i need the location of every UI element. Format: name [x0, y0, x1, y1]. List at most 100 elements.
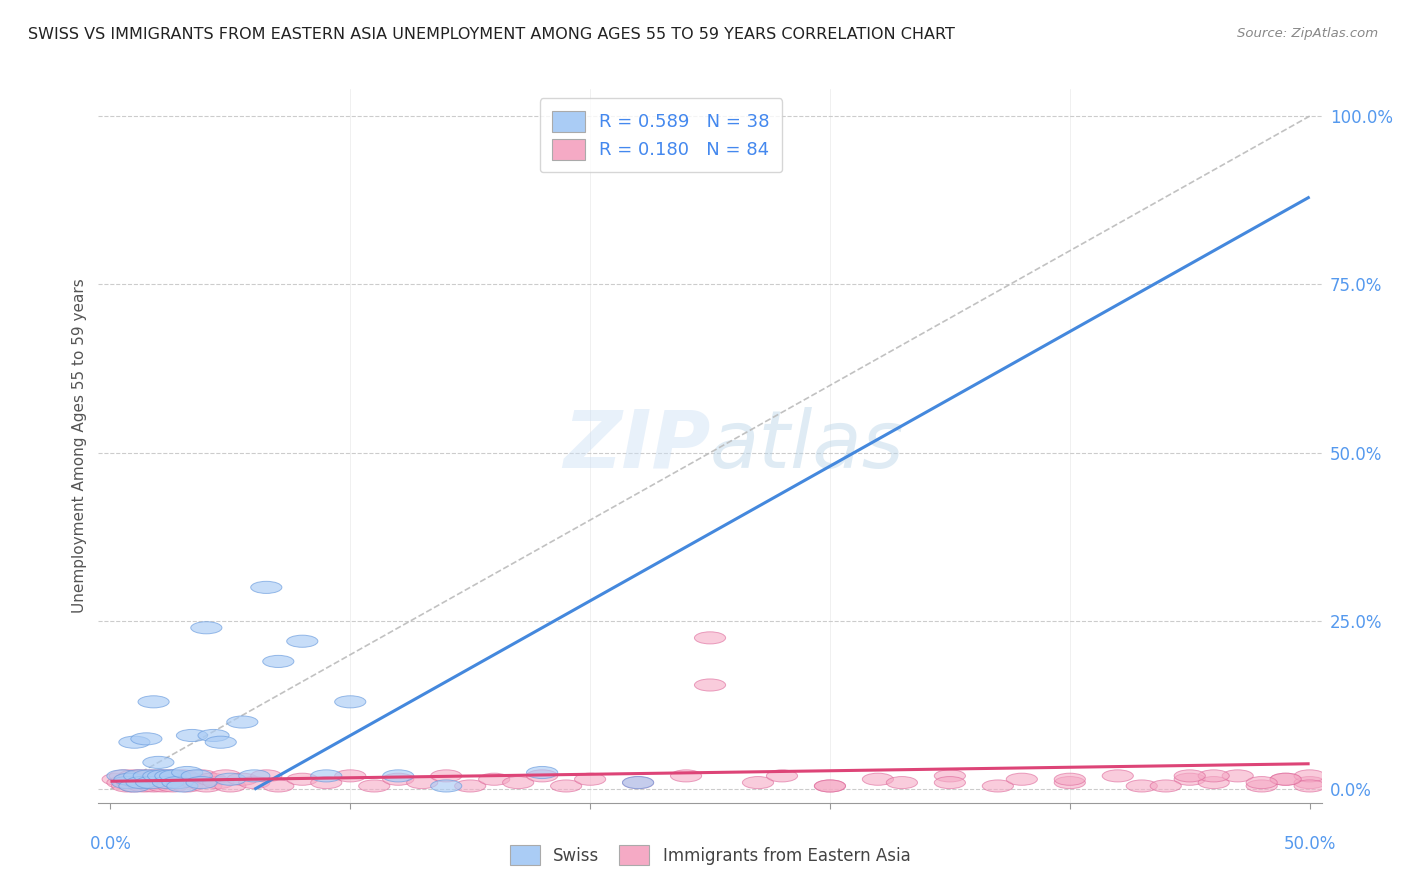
Ellipse shape	[1054, 773, 1085, 785]
Ellipse shape	[145, 770, 176, 782]
Ellipse shape	[205, 736, 236, 748]
Ellipse shape	[226, 773, 257, 785]
Ellipse shape	[195, 773, 226, 785]
Ellipse shape	[215, 773, 246, 785]
Ellipse shape	[575, 773, 606, 785]
Ellipse shape	[202, 777, 233, 789]
Ellipse shape	[120, 736, 150, 748]
Ellipse shape	[111, 780, 143, 792]
Ellipse shape	[134, 777, 165, 789]
Ellipse shape	[114, 773, 145, 785]
Ellipse shape	[239, 777, 270, 789]
Ellipse shape	[814, 780, 845, 792]
Ellipse shape	[430, 770, 461, 782]
Ellipse shape	[111, 777, 143, 789]
Ellipse shape	[250, 582, 281, 593]
Ellipse shape	[1246, 777, 1277, 789]
Ellipse shape	[157, 780, 188, 792]
Ellipse shape	[1174, 770, 1205, 782]
Text: ZIP: ZIP	[562, 407, 710, 485]
Ellipse shape	[148, 770, 179, 782]
Ellipse shape	[127, 777, 157, 789]
Ellipse shape	[478, 773, 510, 785]
Ellipse shape	[430, 780, 461, 792]
Ellipse shape	[742, 777, 773, 789]
Ellipse shape	[250, 770, 281, 782]
Ellipse shape	[181, 777, 212, 789]
Ellipse shape	[120, 770, 150, 782]
Text: SWISS VS IMMIGRANTS FROM EASTERN ASIA UNEMPLOYMENT AMONG AGES 55 TO 59 YEARS COR: SWISS VS IMMIGRANTS FROM EASTERN ASIA UN…	[28, 27, 955, 42]
Ellipse shape	[124, 777, 155, 789]
Ellipse shape	[117, 777, 148, 789]
Ellipse shape	[695, 679, 725, 691]
Ellipse shape	[1246, 780, 1277, 792]
Ellipse shape	[335, 770, 366, 782]
Ellipse shape	[934, 777, 966, 789]
Ellipse shape	[551, 780, 582, 792]
Ellipse shape	[215, 780, 246, 792]
Ellipse shape	[1270, 773, 1302, 785]
Ellipse shape	[287, 635, 318, 648]
Ellipse shape	[162, 777, 193, 789]
Ellipse shape	[138, 780, 169, 792]
Ellipse shape	[263, 780, 294, 792]
Ellipse shape	[128, 780, 160, 792]
Text: atlas: atlas	[710, 407, 905, 485]
Ellipse shape	[162, 777, 193, 789]
Ellipse shape	[335, 696, 366, 708]
Ellipse shape	[124, 770, 155, 782]
Ellipse shape	[186, 777, 217, 789]
Ellipse shape	[172, 766, 202, 779]
Ellipse shape	[186, 770, 217, 782]
Ellipse shape	[886, 777, 918, 789]
Ellipse shape	[167, 770, 198, 782]
Ellipse shape	[121, 773, 152, 785]
Ellipse shape	[671, 770, 702, 782]
Ellipse shape	[983, 780, 1014, 792]
Ellipse shape	[143, 770, 174, 782]
Ellipse shape	[198, 730, 229, 741]
Ellipse shape	[120, 780, 150, 792]
Ellipse shape	[131, 733, 162, 745]
Ellipse shape	[1150, 780, 1181, 792]
Ellipse shape	[155, 770, 186, 782]
Y-axis label: Unemployment Among Ages 55 to 59 years: Unemployment Among Ages 55 to 59 years	[72, 278, 87, 614]
Ellipse shape	[176, 773, 208, 785]
Ellipse shape	[526, 766, 558, 779]
Ellipse shape	[226, 716, 257, 728]
Ellipse shape	[1174, 773, 1205, 785]
Ellipse shape	[150, 773, 181, 785]
Ellipse shape	[181, 770, 212, 782]
Ellipse shape	[1198, 777, 1229, 789]
Ellipse shape	[1007, 773, 1038, 785]
Ellipse shape	[406, 777, 437, 789]
Ellipse shape	[239, 770, 270, 782]
Ellipse shape	[172, 780, 202, 792]
Ellipse shape	[191, 622, 222, 634]
Ellipse shape	[1222, 770, 1253, 782]
Ellipse shape	[1198, 770, 1229, 782]
Ellipse shape	[1270, 773, 1302, 785]
Ellipse shape	[1054, 777, 1085, 789]
Ellipse shape	[209, 770, 242, 782]
Ellipse shape	[1294, 780, 1326, 792]
Ellipse shape	[138, 696, 169, 708]
Ellipse shape	[143, 756, 174, 769]
Ellipse shape	[143, 777, 174, 789]
Ellipse shape	[311, 770, 342, 782]
Ellipse shape	[148, 780, 179, 792]
Ellipse shape	[155, 770, 186, 782]
Ellipse shape	[160, 773, 191, 785]
Ellipse shape	[152, 777, 184, 789]
Ellipse shape	[135, 777, 167, 789]
Ellipse shape	[862, 773, 893, 785]
Ellipse shape	[135, 770, 167, 782]
Ellipse shape	[766, 770, 797, 782]
Ellipse shape	[127, 770, 157, 782]
Ellipse shape	[120, 780, 150, 792]
Ellipse shape	[131, 773, 162, 785]
Ellipse shape	[287, 773, 318, 785]
Ellipse shape	[382, 773, 413, 785]
Ellipse shape	[134, 770, 165, 782]
Ellipse shape	[160, 770, 191, 782]
